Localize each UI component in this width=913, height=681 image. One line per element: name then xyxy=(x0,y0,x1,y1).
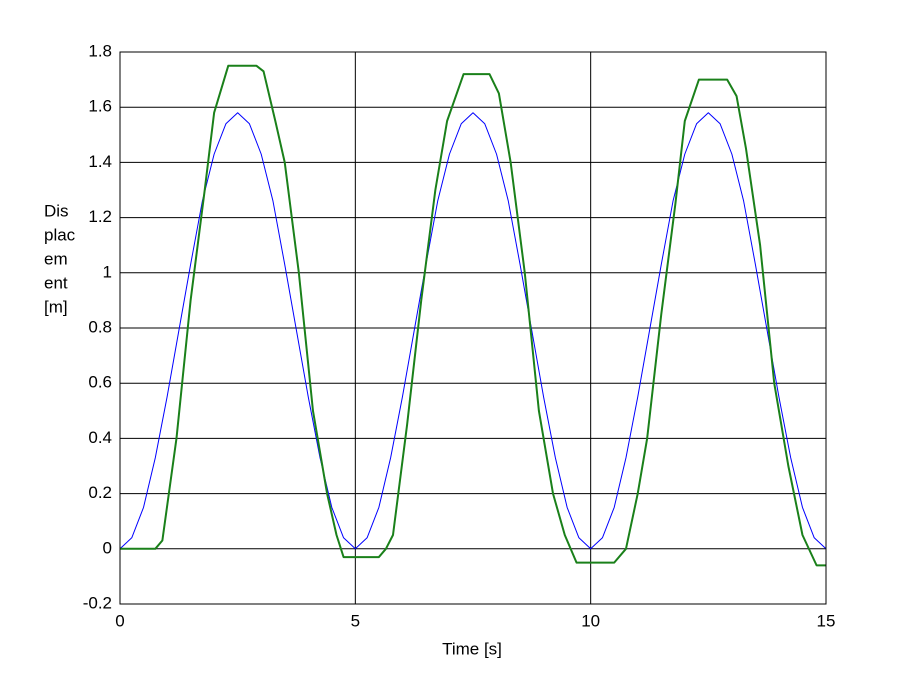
y-axis-label: plac xyxy=(44,225,76,244)
y-tick-label: 0.4 xyxy=(88,428,112,447)
y-tick-label: 0 xyxy=(103,538,112,557)
y-tick-label: 1.4 xyxy=(88,152,112,171)
x-axis-label: Time [s] xyxy=(442,639,502,658)
y-tick-label: 1 xyxy=(103,262,112,281)
x-tick-label: 15 xyxy=(817,611,836,630)
y-axis-label: ent xyxy=(44,273,68,292)
plot-frame xyxy=(119,51,827,605)
data-line xyxy=(120,64,826,567)
y-tick-label: 0.2 xyxy=(88,483,112,502)
y-tick-label: 0.6 xyxy=(88,373,112,392)
y-axis-label: em xyxy=(44,249,68,268)
x-tick-label: 0 xyxy=(115,611,124,630)
y-axis-label: [m] xyxy=(44,297,68,316)
y-tick-label: 1.2 xyxy=(88,207,112,226)
data-line xyxy=(119,112,827,550)
y-tick-label: 0.8 xyxy=(88,317,112,336)
y-axis-label: Dis xyxy=(44,201,69,220)
y-tick-label: -0.2 xyxy=(83,593,112,612)
y-tick-label: 1.8 xyxy=(88,41,112,60)
x-tick-label: 10 xyxy=(581,611,600,630)
x-tick-label: 5 xyxy=(351,611,360,630)
y-tick-label: 1.6 xyxy=(88,97,112,116)
